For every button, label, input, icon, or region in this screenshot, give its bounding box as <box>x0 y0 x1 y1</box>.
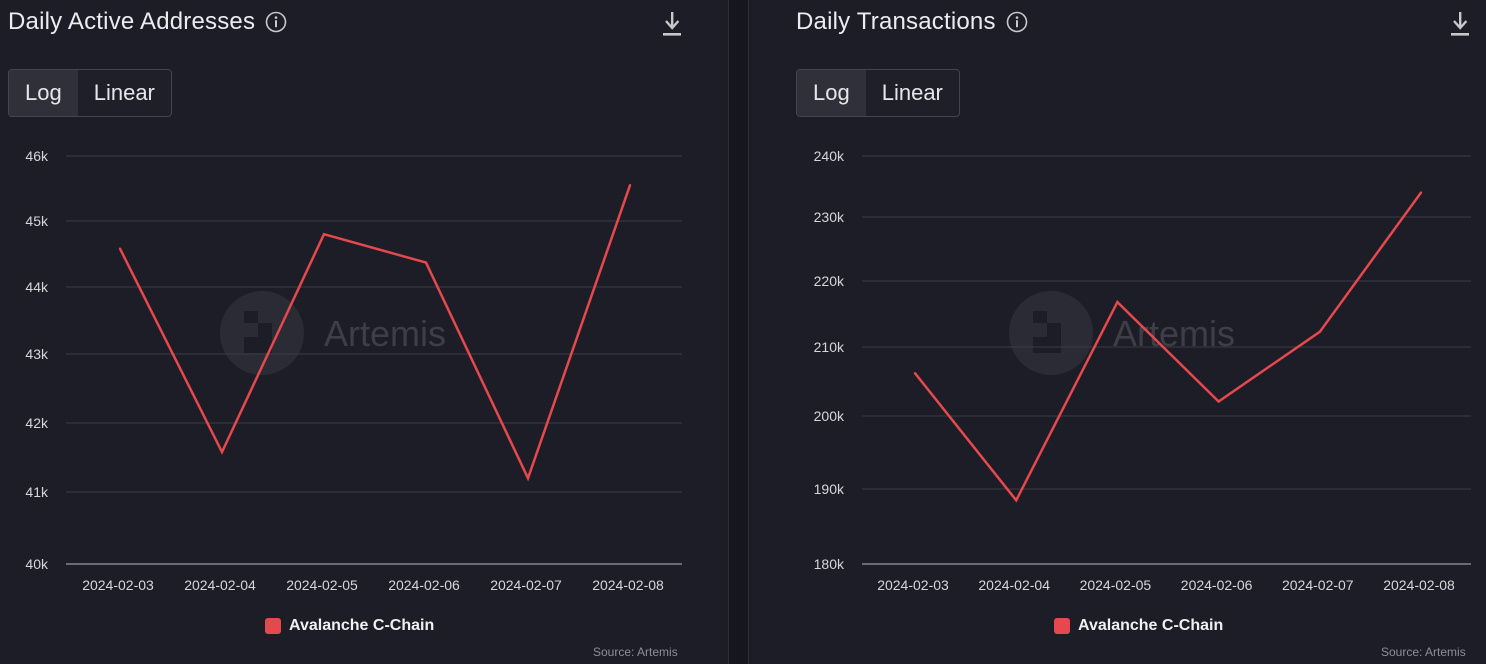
series-line[interactable] <box>118 184 632 482</box>
legend-label: Avalanche C-Chain <box>289 617 435 634</box>
y-tick-label: 240k <box>814 148 845 164</box>
data-point[interactable] <box>220 450 224 454</box>
data-point[interactable] <box>118 247 122 250</box>
x-tick-label: 2024-02-05 <box>1080 577 1152 593</box>
watermark-text: Artemis <box>324 313 446 354</box>
y-tick-label: 45k <box>25 213 49 229</box>
watermark-logo <box>1009 291 1093 375</box>
y-tick-label: 42k <box>25 415 49 431</box>
y-tick-label: 190k <box>814 481 845 497</box>
x-tick-label: 2024-02-04 <box>184 577 256 593</box>
legend[interactable]: Avalanche C-Chain <box>1054 617 1223 635</box>
data-point[interactable] <box>1015 499 1018 502</box>
y-tick-label: 230k <box>814 209 845 225</box>
x-tick-label: 2024-02-08 <box>1383 577 1455 593</box>
linear-option[interactable]: Linear <box>881 80 943 105</box>
scale-toggle: Log Linear <box>796 69 960 117</box>
legend-swatch <box>1054 618 1070 634</box>
info-icon[interactable] <box>265 11 287 33</box>
chart-title: Daily Transactions <box>796 8 996 35</box>
legend[interactable]: Avalanche C-Chain <box>265 617 434 635</box>
data-point[interactable] <box>628 184 632 187</box>
data-point[interactable] <box>322 233 326 236</box>
info-icon[interactable] <box>1006 11 1028 33</box>
y-tick-label: 200k <box>814 408 845 424</box>
y-tick-label: 180k <box>814 556 845 572</box>
linear-option[interactable]: Linear <box>93 80 155 105</box>
series-line[interactable] <box>914 191 1423 503</box>
data-point[interactable] <box>424 261 428 264</box>
y-tick-label: 220k <box>814 273 845 289</box>
y-tick-label: 210k <box>814 339 845 355</box>
x-tick-label: 2024-02-03 <box>82 577 154 593</box>
y-tick-label: 43k <box>25 346 49 362</box>
data-point[interactable] <box>1116 300 1119 304</box>
y-tick-label: 46k <box>25 148 49 164</box>
data-point[interactable] <box>1318 330 1321 334</box>
chart-canvas: Artemis 240k 230k 220k 210k 200k 190k 180k 2024-… <box>814 148 1471 593</box>
data-point[interactable] <box>526 477 530 480</box>
source-note: Source: Artemis <box>593 645 678 659</box>
log-option[interactable]: Log <box>797 70 866 116</box>
watermark-text: Artemis <box>1113 313 1235 354</box>
legend-label: Avalanche C-Chain <box>1078 617 1224 634</box>
chart-title: Daily Active Addresses <box>8 8 256 35</box>
x-tick-label: 2024-02-08 <box>592 577 664 593</box>
source-note: Source: Artemis <box>1381 645 1466 659</box>
x-tick-label: 2024-02-06 <box>388 577 460 593</box>
title-row: Daily Transactions <box>796 8 1028 36</box>
log-option[interactable]: Log <box>9 70 78 116</box>
title-row: Daily Active Addresses <box>8 8 287 36</box>
download-icon[interactable] <box>661 10 683 38</box>
y-tick-label: 41k <box>25 484 49 500</box>
data-point[interactable] <box>1217 400 1220 403</box>
chart-panel-daily-transactions: Daily Transactions Log Linear Artemis 240… <box>748 0 1486 664</box>
y-tick-label: 44k <box>25 279 49 295</box>
x-tick-label: 2024-02-06 <box>1181 577 1253 593</box>
x-tick-label: 2024-02-07 <box>490 577 562 593</box>
chart-canvas: Artemis 46k 45k 44k 43k 42k 41k 40k 2024-02-03 20… <box>25 148 682 593</box>
x-tick-label: 2024-02-05 <box>286 577 358 593</box>
chart-panel-daily-active-addresses: Daily Active Addresses Log Linear Artemi… <box>0 0 729 664</box>
data-point[interactable] <box>1419 191 1423 194</box>
x-tick-label: 2024-02-07 <box>1282 577 1354 593</box>
scale-toggle: Log Linear <box>8 69 172 117</box>
data-point[interactable] <box>913 372 917 375</box>
panel-gutter <box>729 0 748 664</box>
legend-swatch <box>265 618 281 634</box>
x-tick-label: 2024-02-03 <box>877 577 949 593</box>
x-tick-label: 2024-02-04 <box>978 577 1050 593</box>
y-tick-label: 40k <box>25 556 49 572</box>
download-icon[interactable] <box>1449 10 1471 38</box>
